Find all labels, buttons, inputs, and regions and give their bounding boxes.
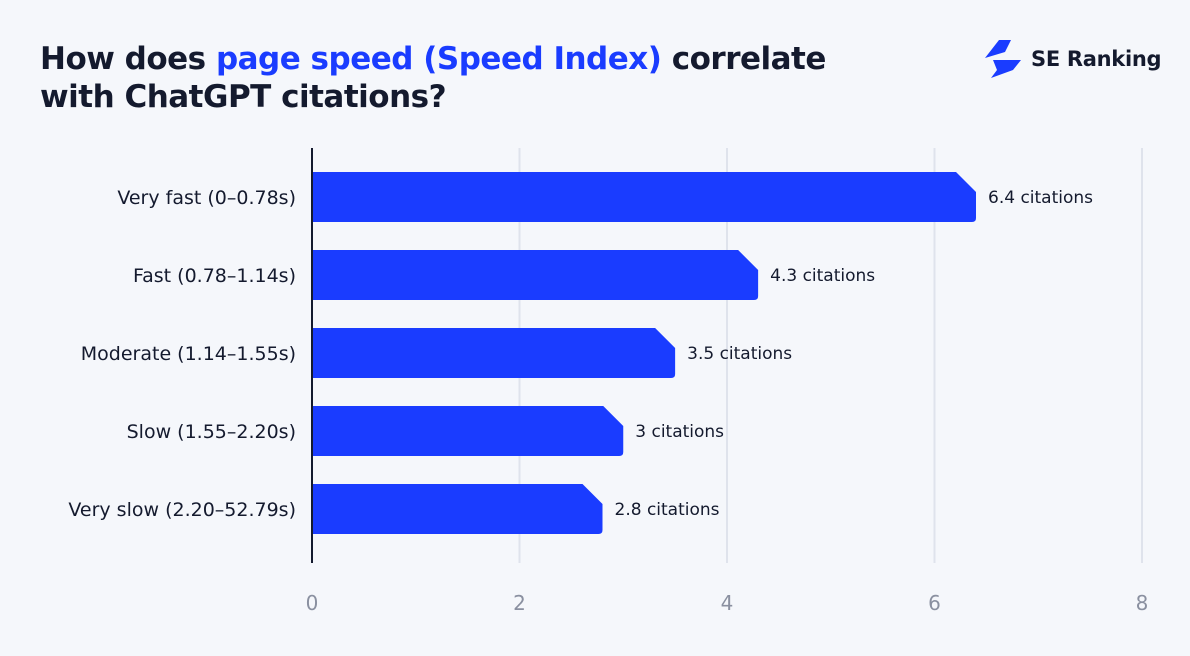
data-label: 2.8 citations: [615, 500, 720, 520]
logo-text: SE Ranking: [1031, 47, 1162, 71]
category-label: Fast (0.78–1.14s): [133, 265, 296, 287]
bar: [312, 250, 759, 300]
category-label: Very slow (2.20–52.79s): [68, 499, 296, 521]
data-label: 3.5 citations: [687, 344, 792, 364]
bar: [312, 484, 603, 534]
se-ranking-bolt-icon: [985, 40, 1021, 78]
category-label: Very fast (0–0.78s): [117, 187, 296, 209]
bar: [312, 406, 624, 456]
x-tick-label: 0: [306, 591, 319, 615]
category-label: Slow (1.55–2.20s): [127, 421, 296, 443]
bar: [312, 328, 676, 378]
title-highlight: page speed (Speed Index): [215, 41, 662, 77]
se-ranking-logo: SE Ranking: [985, 40, 1162, 78]
title-line2: with ChatGPT citations?: [40, 79, 447, 115]
x-tick-label: 8: [1136, 591, 1149, 615]
data-label: 4.3 citations: [770, 266, 875, 286]
category-label: Moderate (1.14–1.55s): [81, 343, 296, 365]
title-suffix: correlate: [661, 41, 827, 77]
x-tick-label: 2: [513, 591, 526, 615]
x-tick-label: 4: [721, 591, 734, 615]
data-label: 6.4 citations: [988, 188, 1093, 208]
x-tick-label: 6: [928, 591, 941, 615]
chart-title: How does page speed (Speed Index) correl…: [40, 40, 826, 116]
data-label: 3 citations: [635, 422, 724, 442]
bar: [312, 172, 976, 222]
title-prefix: How does: [40, 41, 216, 77]
